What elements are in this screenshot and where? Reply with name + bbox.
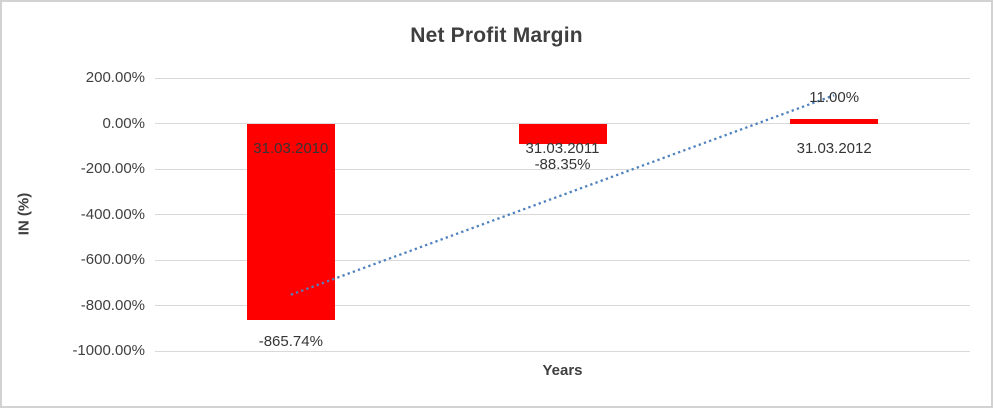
category-label-31.03.2010: 31.03.2010 — [253, 139, 329, 157]
gridline--200 — [155, 168, 970, 170]
bar-31.03.2010 — [246, 123, 335, 321]
bar-31.03.2011 — [518, 123, 607, 144]
y-tick-label-0: 0.00% — [102, 114, 145, 132]
value-label-31.03.2012: 11.00% — [809, 89, 860, 106]
y-tick-label--200: -200.00% — [80, 160, 145, 177]
gridline--600 — [155, 259, 970, 261]
category-label-31.03.2011: 31.03.2011 — [525, 139, 600, 157]
bar-31.03.2012 — [790, 118, 879, 124]
y-axis-title: IN (%) — [15, 192, 33, 236]
category-label-31.03.2012: 31.03.2012 — [796, 139, 872, 157]
gridline--800 — [155, 305, 970, 306]
gridline-200 — [155, 77, 970, 79]
y-tick-label-200: 200.00% — [85, 69, 145, 86]
y-tick-label--1000: -1000.00% — [72, 342, 145, 359]
y-tick-label--400: -400.00% — [80, 205, 145, 223]
y-tick-label--600: -600.00% — [80, 251, 145, 268]
value-label-31.03.2010: -865.74% — [258, 332, 323, 350]
chart-title: Net Profit Margin — [410, 24, 583, 47]
gridline--400 — [155, 214, 970, 215]
trendline-dotted — [290, 94, 835, 296]
y-tick-label--800: -800.00% — [80, 296, 145, 314]
x-axis-title: Years — [542, 362, 583, 379]
gridline--1000 — [155, 350, 970, 352]
value-label-31.03.2011: -88.35% — [534, 156, 591, 174]
